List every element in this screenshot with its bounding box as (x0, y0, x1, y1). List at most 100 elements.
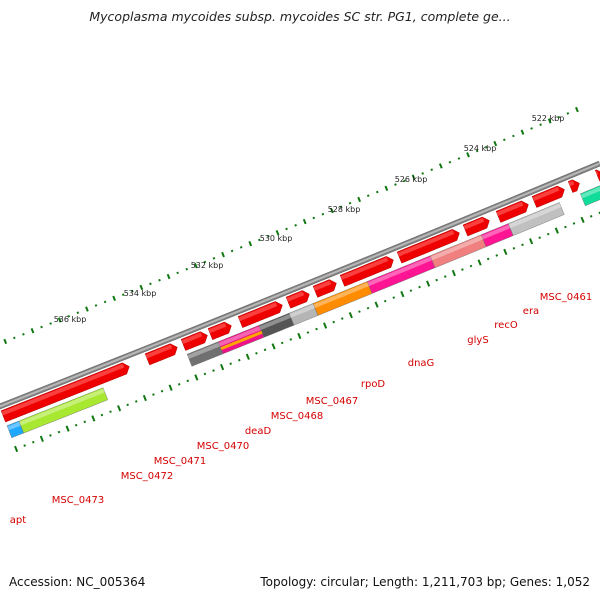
inner-tick (57, 430, 61, 434)
scale-tick (85, 306, 89, 312)
scale-tick (557, 115, 561, 119)
scale-tick (67, 315, 71, 318)
reverse-genes (6, 185, 600, 439)
gene-highlight (187, 342, 221, 359)
inner-tick (469, 264, 473, 268)
inner-tick (564, 225, 567, 229)
scale-tick-label: 530 kbp (260, 234, 293, 243)
scale-tick (22, 332, 25, 336)
gene-highlight (313, 280, 332, 291)
inner-tick (177, 382, 181, 386)
inner-tick (220, 363, 225, 371)
scale-tick (275, 229, 280, 236)
inner-tick (503, 248, 508, 256)
scale-tick (530, 127, 533, 130)
scale-tick-label: 532 kbp (191, 261, 224, 270)
scale-tick (457, 157, 461, 160)
gene-highlight (259, 314, 291, 330)
gene-highlight (238, 302, 278, 322)
scale-tick (185, 267, 189, 271)
inner-tick (529, 238, 534, 245)
inner-tick (160, 389, 164, 393)
scale-tick (239, 246, 243, 249)
gene-highlight (340, 257, 389, 280)
inner-tick (109, 410, 112, 413)
gene-label: MSC_0467 (306, 396, 358, 407)
inner-tick (142, 394, 147, 402)
scale-tick (321, 212, 325, 216)
inner-tick (546, 232, 550, 236)
inner-tick (538, 236, 541, 239)
inner-tick (74, 423, 78, 427)
scale-tick (357, 196, 362, 203)
scale-tick-label: 528 kbp (328, 205, 361, 214)
gene-highlight (496, 201, 524, 216)
inner-tick (400, 290, 405, 298)
gene-label: deaD (245, 426, 272, 437)
scale-tick (330, 207, 334, 214)
inner-tick (39, 435, 44, 442)
inner-tick (263, 348, 267, 352)
scale-tick (411, 174, 416, 180)
inner-tick (451, 269, 456, 277)
inner-tick (212, 369, 215, 372)
scale-tick (230, 249, 234, 253)
scale-tick (547, 118, 552, 124)
scale-tick (339, 205, 343, 209)
scale-tick-label: 522 kbp (532, 114, 565, 123)
inner-tick (554, 227, 559, 234)
inner-tick (280, 341, 284, 345)
inner-tick (23, 444, 26, 447)
scale-tick (294, 223, 297, 227)
inner-tick (203, 372, 207, 376)
inner-tick (229, 362, 232, 365)
inner-tick (409, 289, 413, 292)
scale-tick (493, 140, 498, 147)
scale-tick (384, 185, 389, 191)
inner-tick (512, 247, 516, 250)
scale-tick (103, 300, 107, 304)
inner-tick (186, 379, 190, 383)
forward-genes (0, 169, 600, 423)
scale-tick (139, 284, 144, 291)
scale-tick (566, 112, 570, 115)
scale-tick (193, 262, 198, 269)
gene-highlight (430, 235, 484, 261)
gene-highlight (181, 332, 203, 344)
gene-highlight (508, 203, 562, 229)
gene-highlight (397, 230, 455, 257)
inner-tick (255, 351, 258, 355)
scale-tick (430, 168, 434, 172)
scale-tick (403, 179, 406, 183)
accession-text: Accession: NC_005364 (9, 575, 146, 589)
scale-tick (539, 123, 542, 127)
scale-tick (221, 251, 225, 258)
inner-tick (289, 338, 293, 341)
inner-tick (117, 405, 122, 412)
gene-highlight (367, 256, 433, 287)
gene-label: MSC_0472 (121, 471, 173, 482)
scale-tick (121, 293, 125, 296)
gene-highlight (19, 388, 105, 426)
inner-tick (49, 434, 52, 437)
gene-highlight (595, 170, 599, 175)
inner-tick (126, 403, 129, 407)
scale-tick (176, 271, 179, 275)
scale-tick (466, 152, 470, 158)
inner-tick (91, 415, 96, 422)
inner-tick (332, 320, 335, 324)
scale-tick (149, 282, 152, 286)
inner-tick (572, 222, 576, 225)
scale-tick (575, 106, 579, 113)
gene-highlight (289, 304, 315, 318)
inner-tick (83, 420, 87, 424)
gene-highlight (145, 344, 173, 359)
reverse-gene-bar (580, 185, 600, 207)
gene-label: glyS (467, 335, 488, 346)
gene-highlight (1, 363, 125, 416)
inner-tick (340, 317, 344, 320)
scale-tick (302, 218, 307, 225)
scale-tick (3, 338, 8, 345)
gene-highlight (218, 326, 261, 347)
